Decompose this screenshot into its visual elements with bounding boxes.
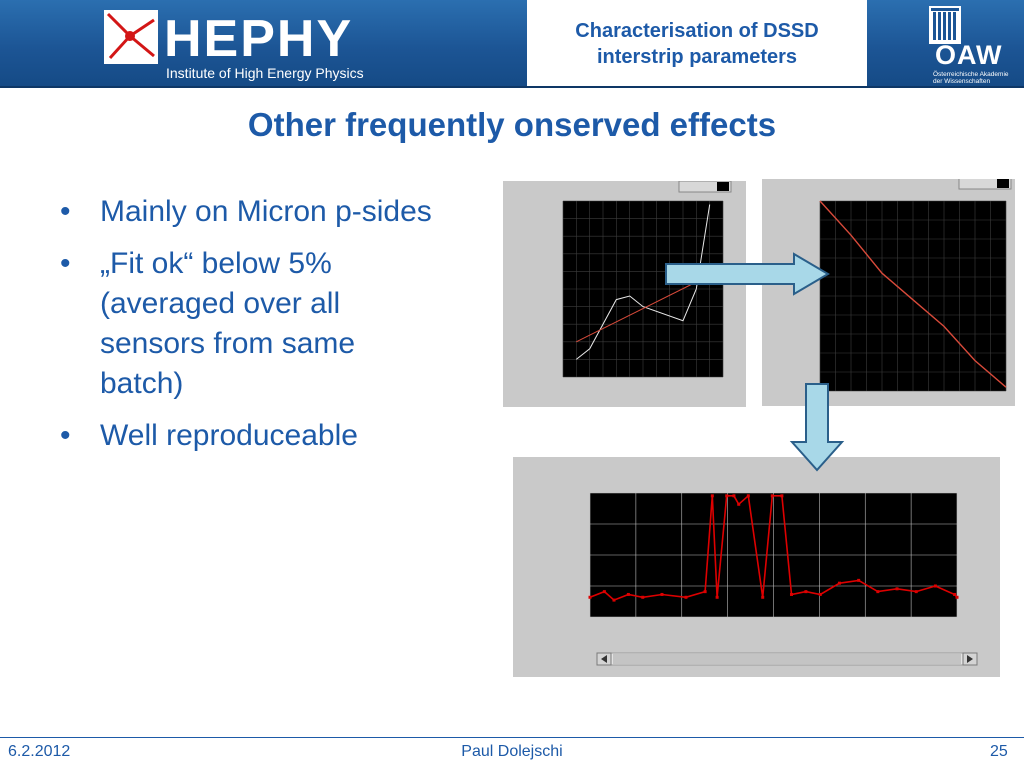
data-point — [715, 595, 719, 599]
data-point — [737, 502, 741, 506]
footer-divider — [0, 737, 1024, 738]
data-point — [602, 590, 606, 594]
slide-title: Other frequently onserved effects — [247, 106, 777, 143]
scroll-thumb[interactable] — [613, 654, 961, 664]
data-point — [703, 590, 707, 594]
data-point — [588, 595, 592, 599]
data-point — [914, 590, 918, 594]
bullet-item: Mainly on Micron p-sides — [60, 192, 440, 232]
title-line-2: interstrip parameters — [596, 46, 798, 68]
legend-swatch — [997, 179, 1009, 188]
data-point — [626, 592, 630, 596]
chart-panel-voltage — [503, 180, 746, 407]
bullet-item: Well reproduceable — [60, 416, 440, 456]
hephy-logo: HEPHY Institute of High Energy Physics — [104, 10, 364, 81]
oaw-emblem-icon — [929, 6, 961, 44]
presentation-title: Characterisation of DSSD interstrip para… — [527, 0, 867, 88]
header-banner: HEPHY Institute of High Energy Physics C… — [0, 0, 1024, 88]
hephy-subtitle: Institute of High Energy Physics — [166, 65, 364, 81]
arrow-right-icon — [665, 252, 830, 296]
rint-chart — [588, 492, 978, 666]
chart-panel-rint — [513, 457, 1000, 677]
data-point — [770, 494, 774, 498]
data-point — [710, 494, 714, 498]
series-line-0 — [819, 200, 1007, 388]
data-point — [684, 595, 688, 599]
scroll-right-arrow-icon — [967, 655, 973, 663]
footer-author: Paul Dolejschi — [461, 743, 563, 760]
oaw-subtitle-line-1: Österreichische Akademie — [933, 71, 1009, 78]
series-line-0 — [575, 204, 711, 360]
data-point — [804, 590, 808, 594]
data-point — [789, 592, 793, 596]
oaw-subtitle-line-2: der Wissenschaften — [933, 78, 991, 85]
hephy-wordmark: HEPHY — [164, 10, 353, 68]
legend-box — [678, 180, 732, 193]
series-line-1 — [576, 281, 697, 343]
data-point — [780, 494, 784, 498]
legend-swatch — [717, 182, 729, 191]
footer-page-number: 25 — [990, 743, 1008, 760]
bullet-item: „Fit ok“ below 5% (averaged over all sen… — [60, 244, 440, 404]
data-point — [837, 581, 841, 585]
data-point — [732, 494, 736, 498]
data-point — [876, 590, 880, 594]
data-point — [746, 494, 750, 498]
series-line-0 — [589, 494, 958, 602]
data-point — [955, 595, 959, 599]
data-point — [953, 592, 957, 596]
data-point — [660, 592, 664, 596]
data-point — [761, 595, 765, 599]
oaw-subtitle: Österreichische Akademie der Wissenschaf… — [933, 71, 1023, 85]
scroll-left-arrow-icon — [601, 655, 607, 663]
data-point — [895, 587, 899, 591]
data-point — [612, 598, 616, 602]
data-point — [933, 584, 937, 588]
bullet-list: Mainly on Micron p-sides „Fit ok“ below … — [60, 192, 440, 468]
title-line-1: Characterisation of DSSD — [575, 20, 819, 42]
data-point — [725, 494, 729, 498]
arrow-down-icon — [789, 383, 845, 472]
data-point — [641, 595, 645, 599]
footer-date: 6.2.2012 — [8, 743, 71, 760]
data-point — [857, 578, 861, 582]
chart-panel-current — [762, 177, 1015, 406]
oaw-wordmark: ÖAW — [935, 40, 1003, 70]
strip-current-chart — [819, 177, 1012, 392]
data-point — [818, 592, 822, 596]
